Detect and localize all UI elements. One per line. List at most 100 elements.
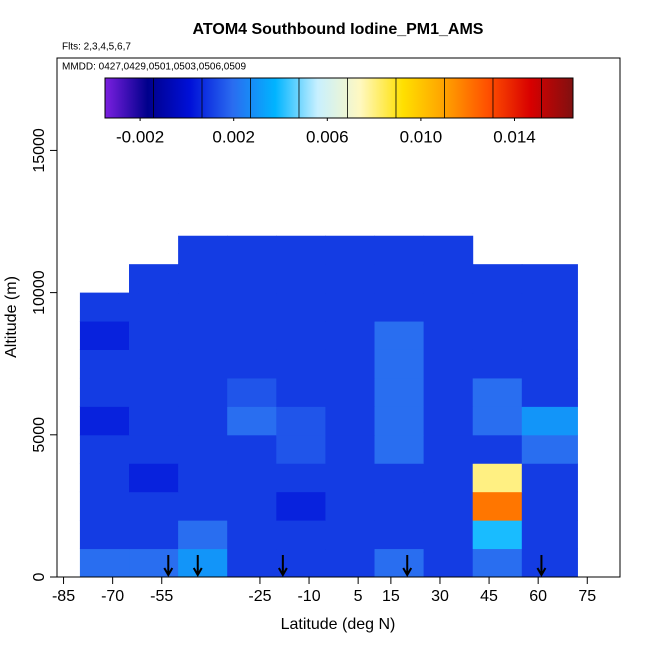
- heatmap-cell: [276, 491, 326, 521]
- x-tick-label: 60: [529, 588, 547, 605]
- heatmap-cell: [276, 349, 326, 379]
- heatmap-cell: [227, 491, 277, 521]
- heatmap-cell: [276, 321, 326, 350]
- heatmap-cell: [178, 520, 228, 550]
- x-tick-label: -55: [150, 588, 173, 605]
- colorbar-tick-label: 0.006: [306, 127, 349, 146]
- heatmap-cell: [129, 349, 179, 379]
- heatmap-cell: [521, 434, 578, 464]
- heatmap-cell: [129, 377, 179, 407]
- heatmap-cell: [423, 321, 474, 350]
- heatmap-cell: [79, 520, 130, 550]
- heatmap-cell: [521, 349, 578, 379]
- heatmap-cell: [227, 548, 277, 578]
- heatmap-cell: [374, 292, 425, 322]
- heatmap-cell: [472, 548, 523, 578]
- heatmap-cell: [325, 349, 376, 379]
- heatmap-cell: [521, 264, 578, 294]
- heatmap-cell: [374, 434, 425, 464]
- x-tick-label: -85: [52, 588, 75, 605]
- heatmap-cell: [325, 520, 376, 550]
- heatmap-cell: [325, 292, 376, 322]
- chart-title: ATOM4 Southbound Iodine_PM1_AMS: [193, 21, 484, 38]
- heatmap-cell: [79, 321, 130, 350]
- heatmap-cell: [276, 520, 326, 550]
- heatmap-cell: [276, 235, 326, 265]
- heatmap-cell: [129, 520, 179, 550]
- flight-marker: [163, 555, 174, 578]
- heatmap-cell: [178, 235, 228, 265]
- x-tick-label: 45: [480, 588, 498, 605]
- plot-frame: [56, 57, 621, 578]
- heatmap-cell: [521, 463, 578, 493]
- heatmap-cell: [472, 264, 523, 294]
- heatmap-cell: [79, 292, 130, 322]
- flight-marker: [402, 555, 413, 578]
- heatmap-cell: [521, 491, 578, 521]
- heatmap-cell: [423, 434, 474, 464]
- heatmap-cell: [178, 321, 228, 350]
- heatmap-cell: [472, 434, 523, 464]
- x-tick-label: -10: [297, 588, 320, 605]
- heatmap: [79, 235, 578, 578]
- heatmap-cell: [472, 349, 523, 379]
- heatmap-cell: [227, 520, 277, 550]
- heatmap-cell: [178, 377, 228, 407]
- heatmap-cell: [325, 377, 376, 407]
- heatmap-cell: [129, 463, 179, 493]
- heatmap-cell: [521, 406, 578, 436]
- colorbar-tick-label: 0.002: [212, 127, 255, 146]
- heatmap-cell: [129, 406, 179, 436]
- heatmap-cell: [276, 377, 326, 407]
- heatmap-cell: [129, 264, 179, 294]
- heatmap-cell: [472, 321, 523, 350]
- heatmap-cell: [521, 548, 578, 578]
- heatmap-cell: [472, 520, 523, 550]
- heatmap-cell: [374, 463, 425, 493]
- y-tick-label: 10000: [31, 270, 48, 315]
- heatmap-cell: [325, 463, 376, 493]
- heatmap-cell: [129, 321, 179, 350]
- heatmap-cell: [227, 406, 277, 436]
- heatmap-cell: [178, 463, 228, 493]
- heatmap-cell: [129, 548, 179, 578]
- heatmap-cell: [276, 292, 326, 322]
- heatmap-cell: [325, 548, 376, 578]
- heatmap-cell: [423, 292, 474, 322]
- x-tick-label: 30: [431, 588, 449, 605]
- x-tick-label: 15: [382, 588, 400, 605]
- heatmap-cell: [325, 491, 376, 521]
- heatmap-cell: [129, 434, 179, 464]
- colorbar-tick-label: 0.010: [400, 127, 443, 146]
- heatmap-cell: [374, 235, 425, 265]
- heatmap-cell: [129, 292, 179, 322]
- heatmap-cell: [79, 349, 130, 379]
- heatmap-cell: [374, 349, 425, 379]
- x-axis-label: Latitude (deg N): [281, 616, 396, 633]
- heatmap-cell: [423, 548, 474, 578]
- heatmap-cell: [227, 235, 277, 265]
- heatmap-cell: [276, 406, 326, 436]
- heatmap-cell: [178, 491, 228, 521]
- heatmap-cell: [472, 463, 523, 493]
- heatmap-cell: [227, 434, 277, 464]
- heatmap-cell: [79, 377, 130, 407]
- heatmap-cell: [79, 406, 130, 436]
- y-tick-label: 15000: [31, 128, 48, 173]
- heatmap-cell: [374, 377, 425, 407]
- colorbar: [104, 77, 574, 119]
- heatmap-cell: [374, 264, 425, 294]
- heatmap-cell: [325, 235, 376, 265]
- flights-label: Flts: 2,3,4,5,6,7: [62, 42, 131, 53]
- heatmap-cell: [325, 406, 376, 436]
- heatmap-cell: [521, 321, 578, 350]
- heatmap-cell: [325, 434, 376, 464]
- y-axis-label: Altitude (m): [3, 276, 20, 358]
- heatmap-cell: [227, 321, 277, 350]
- heatmap-cell: [423, 349, 474, 379]
- heatmap-cell: [178, 264, 228, 294]
- heatmap-cell: [129, 491, 179, 521]
- heatmap-cell: [276, 264, 326, 294]
- heatmap-cell: [227, 377, 277, 407]
- heatmap-cell: [374, 406, 425, 436]
